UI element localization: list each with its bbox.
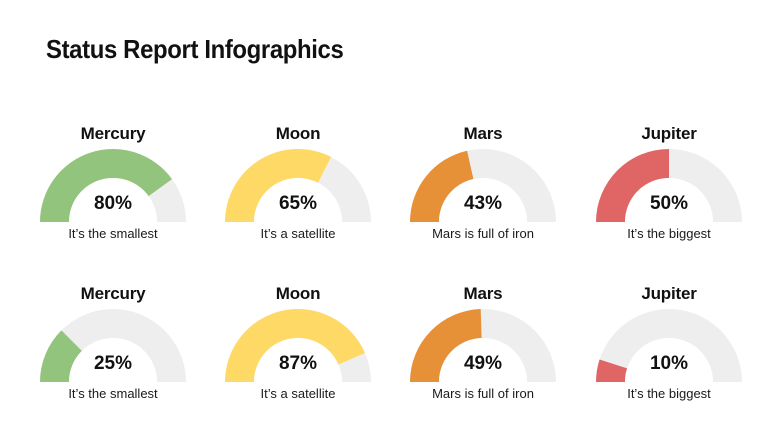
gauge-description: It’s a satellite [260, 386, 336, 401]
gauge-percent: 87% [278, 353, 318, 374]
gauge-name: Mars [463, 124, 503, 143]
gauge-name: Moon [275, 284, 321, 303]
gauge-name: Mercury [80, 124, 146, 143]
gauge-description: Mars is full of iron [432, 386, 534, 401]
gauge-center [254, 338, 342, 382]
gauge-track [596, 309, 742, 382]
gauge-fill [40, 330, 82, 382]
gauge-center [69, 178, 157, 222]
gauge-dial [40, 309, 186, 382]
gauge-dial [596, 309, 742, 382]
gauge-description: Mars is full of iron [432, 226, 534, 241]
gauge-name: Mars [463, 284, 503, 303]
gauge-percent: 50% [649, 193, 689, 214]
gauge-center [69, 338, 157, 382]
gauge-dial [596, 149, 742, 222]
gauge-center [254, 178, 342, 222]
gauge-center [625, 338, 713, 382]
gauge-center [439, 178, 527, 222]
gauge-description: It’s the biggest [627, 386, 711, 401]
gauge-description: It’s the biggest [627, 226, 711, 241]
gauge-name: Jupiter [641, 124, 697, 143]
gauge-card-jupiter-1: Jupiter 50% It’s the biggest [589, 124, 749, 254]
gauge-description: It’s the smallest [68, 226, 158, 241]
gauge-card-mercury-2: Mercury 25% It’s the smallest [33, 284, 193, 414]
gauge-name: Mercury [80, 284, 146, 303]
gauge-description: It’s a satellite [260, 226, 336, 241]
gauge-percent: 10% [649, 353, 689, 374]
gauge-card-mars-2: Mars 49% Mars is full of iron [403, 284, 563, 414]
gauge-percent: 65% [278, 193, 318, 214]
gauge-fill [596, 359, 628, 382]
gauge-fill [596, 149, 669, 222]
gauge-card-jupiter-2: Jupiter 10% It’s the biggest [589, 284, 749, 414]
gauge-track [40, 309, 186, 382]
gauge-fill [225, 308, 365, 382]
gauge-dial [410, 149, 556, 222]
gauge-card-moon-2: Moon 87% It’s a satellite [218, 284, 378, 414]
gauge-fill [40, 149, 173, 222]
gauge-dial [40, 149, 186, 222]
gauge-fill [225, 149, 332, 222]
gauge-name: Jupiter [641, 284, 697, 303]
gauge-card-moon-1: Moon 65% It’s a satellite [218, 124, 378, 254]
gauge-percent: 49% [463, 353, 503, 374]
gauge-card-mercury-1: Mercury 80% It’s the smallest [33, 124, 193, 254]
gauge-percent: 80% [93, 193, 133, 214]
gauge-center [439, 338, 527, 382]
page-title: Status Report Infographics [46, 34, 344, 64]
gauge-percent: 25% [93, 353, 133, 374]
gauge-percent: 43% [463, 193, 503, 214]
gauge-fill [410, 150, 474, 222]
gauge-dial [225, 308, 371, 382]
gauge-name: Moon [275, 124, 321, 143]
gauge-center [625, 178, 713, 222]
gauge-dial [410, 309, 556, 382]
gauge-dial [225, 149, 371, 222]
gauge-description: It’s the smallest [68, 386, 158, 401]
gauge-fill [410, 309, 482, 382]
gauge-card-mars-1: Mars 43% Mars is full of iron [403, 124, 563, 254]
